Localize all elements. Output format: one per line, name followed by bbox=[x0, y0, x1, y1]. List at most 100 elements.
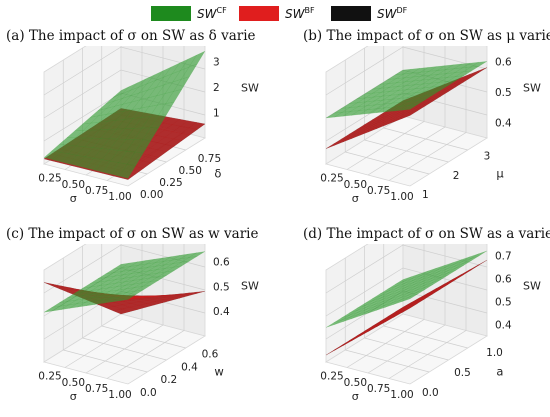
surface-patch bbox=[401, 104, 418, 111]
z-tick-label: 0.7 bbox=[495, 251, 512, 263]
surface-patch bbox=[150, 275, 167, 282]
z-tick-label: 0.4 bbox=[213, 306, 230, 318]
y-tick-label: 0.4 bbox=[181, 361, 198, 373]
surface-patch bbox=[119, 163, 137, 179]
surface-patch bbox=[447, 274, 465, 285]
surface-patch bbox=[455, 70, 472, 77]
grid-line bbox=[64, 244, 143, 368]
grid-line bbox=[346, 244, 425, 368]
grid-line bbox=[325, 244, 488, 294]
y-tick-label: 0.6 bbox=[202, 349, 219, 361]
grid-line bbox=[325, 46, 488, 96]
surface-patch bbox=[165, 293, 182, 296]
legend-swatch-cf bbox=[151, 6, 191, 21]
surface-patch bbox=[416, 100, 434, 110]
panel-c-plot: 0.250.500.751.00σ 0.00.20.40.6w0.40.50.6S… bbox=[38, 244, 259, 403]
surface-patch bbox=[416, 94, 434, 101]
surface-sw-cf bbox=[325, 250, 488, 328]
z-tick-label: 0.5 bbox=[495, 87, 512, 99]
grid-line bbox=[43, 46, 206, 96]
surface-patch bbox=[134, 160, 152, 169]
surface-patch bbox=[409, 105, 426, 115]
surface-patch bbox=[447, 81, 465, 91]
y-tick-label: 1 bbox=[422, 189, 429, 201]
surface-sw-bf bbox=[325, 259, 488, 356]
grid-line bbox=[106, 244, 185, 379]
surface-patch bbox=[158, 294, 175, 296]
chart-legend: SWCF SWBF SWDF bbox=[0, 4, 550, 26]
surface-patch bbox=[455, 260, 472, 269]
surface-patch bbox=[142, 295, 159, 298]
y-tick-label: 0.25 bbox=[159, 177, 182, 189]
z-tick-label: 0.5 bbox=[495, 297, 512, 309]
surface-patch bbox=[439, 269, 457, 278]
y-tick-label: 0.2 bbox=[161, 374, 178, 386]
z-tick-label: 0.5 bbox=[213, 281, 230, 293]
surface-patch bbox=[142, 127, 160, 141]
grid-line bbox=[325, 267, 488, 317]
grid-line bbox=[346, 46, 425, 170]
y-tick-label: 0.00 bbox=[140, 189, 163, 201]
x-tick-label: 0.75 bbox=[85, 185, 108, 197]
surface-patch bbox=[401, 110, 418, 119]
surface-patch bbox=[157, 270, 175, 277]
surface-sw-cf bbox=[43, 50, 206, 179]
surface-sw-cf bbox=[43, 251, 206, 313]
x-tick-label: 0.75 bbox=[367, 185, 390, 197]
z-axis-label: SW bbox=[523, 279, 541, 292]
grid-line bbox=[388, 244, 467, 379]
legend-item-cf: SWCF bbox=[151, 6, 227, 21]
panel-c-title: (c) The impact of σ on SW as w varie bbox=[6, 226, 259, 242]
surface-patch bbox=[165, 265, 183, 273]
legend-swatch-df bbox=[331, 6, 371, 21]
surface-patch bbox=[173, 260, 190, 268]
surface-patch bbox=[180, 63, 198, 80]
y-tick-label: 0.0 bbox=[140, 387, 157, 399]
panel-3-group bbox=[325, 244, 488, 385]
surface-patch bbox=[416, 293, 434, 304]
x-tick-label: 0.25 bbox=[38, 371, 61, 383]
surface-patch bbox=[424, 288, 441, 299]
surface-patch bbox=[455, 269, 472, 280]
panel-b-title: (b) The impact of σ on SW as μ varie bbox=[303, 28, 550, 44]
panel-a-title: (a) The impact of σ on SW as δ varie bbox=[6, 28, 256, 44]
surface-patch bbox=[455, 76, 472, 86]
z-tick-label: 0.4 bbox=[495, 320, 512, 332]
surface-sw-cf bbox=[325, 61, 488, 119]
y-tick-label: 2 bbox=[453, 170, 460, 182]
x-tick-label: 0.50 bbox=[62, 179, 85, 191]
surface-patch bbox=[416, 284, 434, 293]
x-tick-label: 0.25 bbox=[320, 371, 343, 383]
panel-b-plot: 0.250.500.751.00 σ 1 2 3μ 0.4 0.5 0.6 SW bbox=[320, 46, 541, 205]
surface-patch bbox=[188, 251, 206, 258]
surface-patch bbox=[401, 303, 418, 313]
surface-patch bbox=[401, 293, 418, 302]
z-axis-label: SW bbox=[241, 81, 259, 94]
grid-line bbox=[364, 337, 449, 361]
z-axis-label: SW bbox=[523, 81, 541, 94]
x-axis-label: σ bbox=[70, 192, 77, 205]
x-tick-label: 0.75 bbox=[367, 383, 390, 395]
legend-label-df: SWDF bbox=[377, 6, 408, 21]
z-tick-label: 0.6 bbox=[213, 256, 230, 268]
grid-line bbox=[101, 325, 186, 349]
x-tick-label: 0.75 bbox=[85, 383, 108, 395]
grid-line bbox=[367, 244, 446, 374]
x-tick-label: 0.25 bbox=[320, 173, 343, 185]
surface-patch bbox=[463, 255, 480, 264]
z-tick-label: 0.4 bbox=[495, 118, 512, 130]
z-tick-label: 0.6 bbox=[495, 56, 512, 68]
panel-1-group bbox=[325, 46, 488, 187]
y-tick-label: 0.0 bbox=[422, 387, 439, 399]
y-axis-label: δ bbox=[214, 167, 221, 181]
x-tick-label: 1.00 bbox=[108, 389, 131, 401]
y-tick-label: 0.75 bbox=[198, 153, 221, 165]
y-tick-label: 1.0 bbox=[486, 347, 503, 359]
grid-line bbox=[383, 325, 468, 349]
z-axis-label: SW bbox=[241, 279, 259, 292]
y-tick-label: 0.50 bbox=[179, 165, 202, 177]
y-axis-label: μ bbox=[496, 167, 504, 181]
x-tick-label: 1.00 bbox=[390, 389, 413, 401]
x-tick-label: 1.00 bbox=[390, 191, 413, 203]
